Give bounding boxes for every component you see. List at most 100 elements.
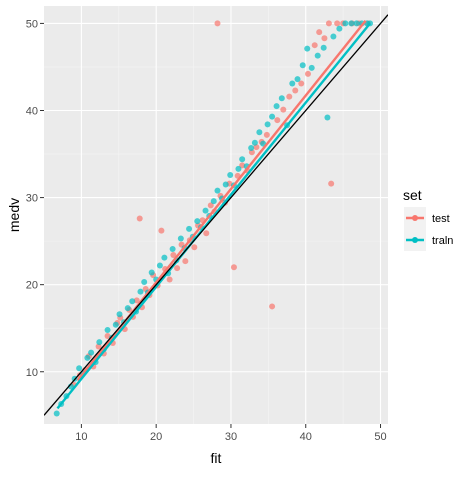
data-point-traln bbox=[248, 144, 255, 151]
data-point-test bbox=[328, 180, 335, 187]
legend-title: set bbox=[403, 187, 422, 203]
data-point-traln bbox=[53, 410, 60, 417]
data-point-traln bbox=[227, 171, 234, 178]
legend-entries: test traln bbox=[404, 207, 453, 251]
data-point-test bbox=[174, 265, 181, 272]
data-point-traln bbox=[222, 181, 229, 188]
data-point-test bbox=[325, 20, 332, 27]
x-tick-label: 40 bbox=[300, 431, 312, 443]
data-point-test bbox=[182, 258, 189, 265]
data-point-test bbox=[136, 215, 143, 222]
data-point-test bbox=[133, 297, 140, 304]
legend-item-test: test bbox=[404, 207, 450, 229]
data-point-test bbox=[269, 303, 276, 310]
data-point-traln bbox=[76, 365, 83, 372]
y-tick-label: 20 bbox=[26, 280, 38, 292]
reference-line bbox=[44, 14, 388, 416]
x-tick-label: 50 bbox=[374, 431, 386, 443]
data-point-test bbox=[280, 106, 287, 113]
legend: set test traln bbox=[403, 187, 453, 251]
data-point-traln bbox=[251, 139, 258, 146]
x-tick-label: 20 bbox=[150, 431, 162, 443]
data-point-traln bbox=[348, 20, 355, 27]
y-tick-label: 50 bbox=[26, 18, 38, 30]
data-point-traln bbox=[330, 33, 337, 40]
data-point-test bbox=[298, 80, 305, 87]
data-point-traln bbox=[304, 45, 311, 52]
data-point-traln bbox=[141, 279, 148, 286]
data-point-traln bbox=[342, 20, 349, 27]
x-axis: 10 20 30 40 50 bbox=[75, 424, 387, 443]
data-point-test bbox=[166, 276, 173, 283]
y-tick-label: 10 bbox=[26, 367, 38, 379]
data-point-traln bbox=[84, 354, 91, 361]
data-point-traln bbox=[112, 321, 119, 328]
fit-line-traln bbox=[56, 22, 371, 410]
data-point-traln bbox=[202, 207, 209, 214]
legend-key-point bbox=[412, 237, 418, 243]
data-point-test bbox=[334, 20, 341, 27]
data-point-test bbox=[292, 87, 299, 94]
data-point-traln bbox=[156, 262, 163, 269]
legend-label: traln bbox=[432, 235, 453, 247]
data-point-traln bbox=[186, 225, 193, 232]
x-tick-label: 10 bbox=[75, 431, 87, 443]
y-axis-title: medv bbox=[6, 198, 22, 232]
data-point-traln bbox=[239, 156, 246, 163]
data-point-test bbox=[316, 29, 323, 36]
data-point-test bbox=[321, 35, 328, 42]
y-tick-label: 30 bbox=[26, 193, 38, 205]
data-point-traln bbox=[235, 165, 242, 172]
legend-label: test bbox=[432, 213, 450, 225]
data-point-test bbox=[158, 227, 165, 234]
data-point-traln bbox=[256, 129, 263, 136]
legend-key-point bbox=[412, 215, 418, 221]
data-point-traln bbox=[264, 121, 271, 128]
grid-minor bbox=[44, 6, 388, 424]
grid-major bbox=[44, 6, 388, 424]
data-point-traln bbox=[308, 64, 315, 71]
data-point-traln bbox=[294, 76, 301, 83]
data-point-traln bbox=[273, 103, 280, 110]
data-point-test bbox=[214, 20, 221, 27]
data-point-traln bbox=[129, 298, 136, 305]
data-point-test bbox=[274, 117, 281, 124]
data-point-test bbox=[203, 230, 210, 237]
data-point-test bbox=[170, 252, 177, 259]
data-point-traln bbox=[314, 52, 321, 59]
data-point-traln bbox=[96, 339, 103, 346]
data-point-traln bbox=[214, 187, 221, 194]
data-point-test bbox=[263, 131, 270, 138]
data-point-traln bbox=[299, 62, 306, 69]
data-point-traln bbox=[269, 113, 276, 120]
clip-group bbox=[44, 14, 388, 417]
data-point-test bbox=[230, 264, 237, 271]
data-point-traln bbox=[177, 235, 184, 242]
data-point-traln bbox=[137, 288, 144, 295]
data-point-traln bbox=[161, 254, 168, 261]
data-point-traln bbox=[148, 269, 155, 276]
data-point-test bbox=[207, 202, 214, 209]
data-point-traln bbox=[124, 305, 131, 312]
data-point-traln bbox=[320, 44, 327, 51]
y-axis: 10 20 30 40 50 bbox=[26, 18, 44, 379]
data-point-traln bbox=[210, 198, 217, 205]
x-axis-title: fit bbox=[211, 450, 222, 466]
y-tick-label: 40 bbox=[26, 106, 38, 118]
data-point-traln bbox=[324, 114, 331, 121]
data-point-traln bbox=[88, 349, 95, 356]
data-point-traln bbox=[353, 20, 360, 27]
data-point-traln bbox=[336, 25, 343, 32]
data-point-traln bbox=[169, 245, 176, 252]
data-point-traln bbox=[278, 95, 285, 102]
data-point-test bbox=[304, 70, 311, 77]
data-point-test bbox=[311, 42, 318, 49]
x-tick-label: 30 bbox=[225, 431, 237, 443]
data-point-traln bbox=[289, 80, 296, 87]
data-point-traln bbox=[194, 218, 201, 225]
data-point-test bbox=[191, 244, 198, 251]
legend-item-traln: traln bbox=[404, 229, 453, 251]
data-point-test bbox=[286, 93, 293, 100]
data-point-traln bbox=[104, 326, 111, 333]
